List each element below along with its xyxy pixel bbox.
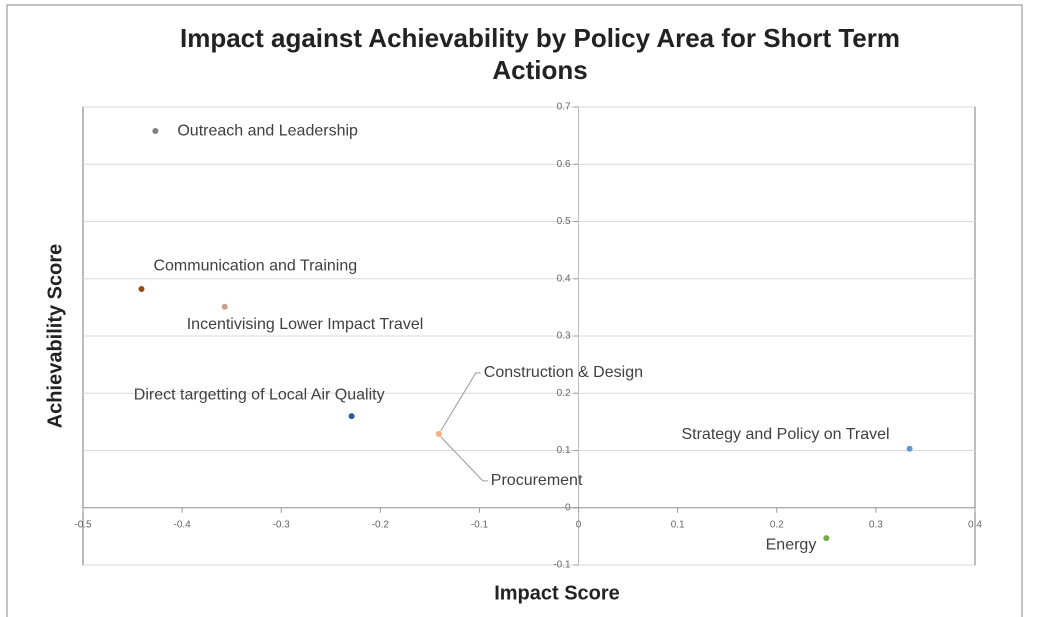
x-axis-title: Impact Score	[494, 582, 620, 604]
point	[435, 430, 442, 437]
y-tick-label: 0.7	[557, 102, 571, 113]
data-label: Procurement	[491, 472, 583, 489]
x-tick-label: -0.4	[173, 519, 191, 530]
y-tick-label: 0.4	[557, 273, 571, 284]
data-label: Construction & Design	[484, 364, 643, 381]
data-label: Outreach and Leadership	[177, 122, 358, 139]
point	[906, 445, 913, 452]
point	[823, 535, 830, 542]
x-tick-label: -0.2	[372, 519, 390, 530]
y-tick-label: 0.2	[557, 388, 571, 399]
leader-line	[440, 372, 481, 432]
x-tick-label: 0.3	[869, 519, 883, 530]
x-tick-label: -0.5	[74, 519, 92, 530]
x-tick-label: -0.1	[471, 519, 489, 530]
x-tick-label: 0.1	[671, 519, 685, 530]
data-label: Communication and Training	[153, 257, 357, 274]
data-label: Strategy and Policy on Travel	[681, 426, 889, 443]
point	[221, 303, 228, 310]
data-label: Incentivising Lower Impact Travel	[187, 316, 424, 333]
chart-title: Impact against Achievability by Policy A…	[179, 23, 900, 85]
y-axis-title: Achievability Score	[44, 244, 66, 429]
x-tick-label: -0.3	[273, 519, 291, 530]
data-label: Direct targetting of Local Air Quality	[134, 386, 385, 403]
y-tick-label: 0.5	[557, 216, 571, 227]
point	[348, 413, 355, 420]
leader-line	[440, 436, 488, 482]
y-tick-label: 0.6	[557, 159, 571, 170]
x-tick-label: 0.4	[968, 519, 982, 530]
point	[138, 286, 145, 293]
y-tick-label: 0.1	[557, 445, 571, 456]
y-tick-label: 0.3	[557, 331, 571, 342]
x-tick-label: 0	[576, 519, 582, 530]
x-tick-label: 0.2	[770, 519, 784, 530]
data-label: Energy	[766, 536, 817, 553]
y-tick-label: -0.1	[553, 560, 571, 571]
point	[152, 128, 159, 135]
